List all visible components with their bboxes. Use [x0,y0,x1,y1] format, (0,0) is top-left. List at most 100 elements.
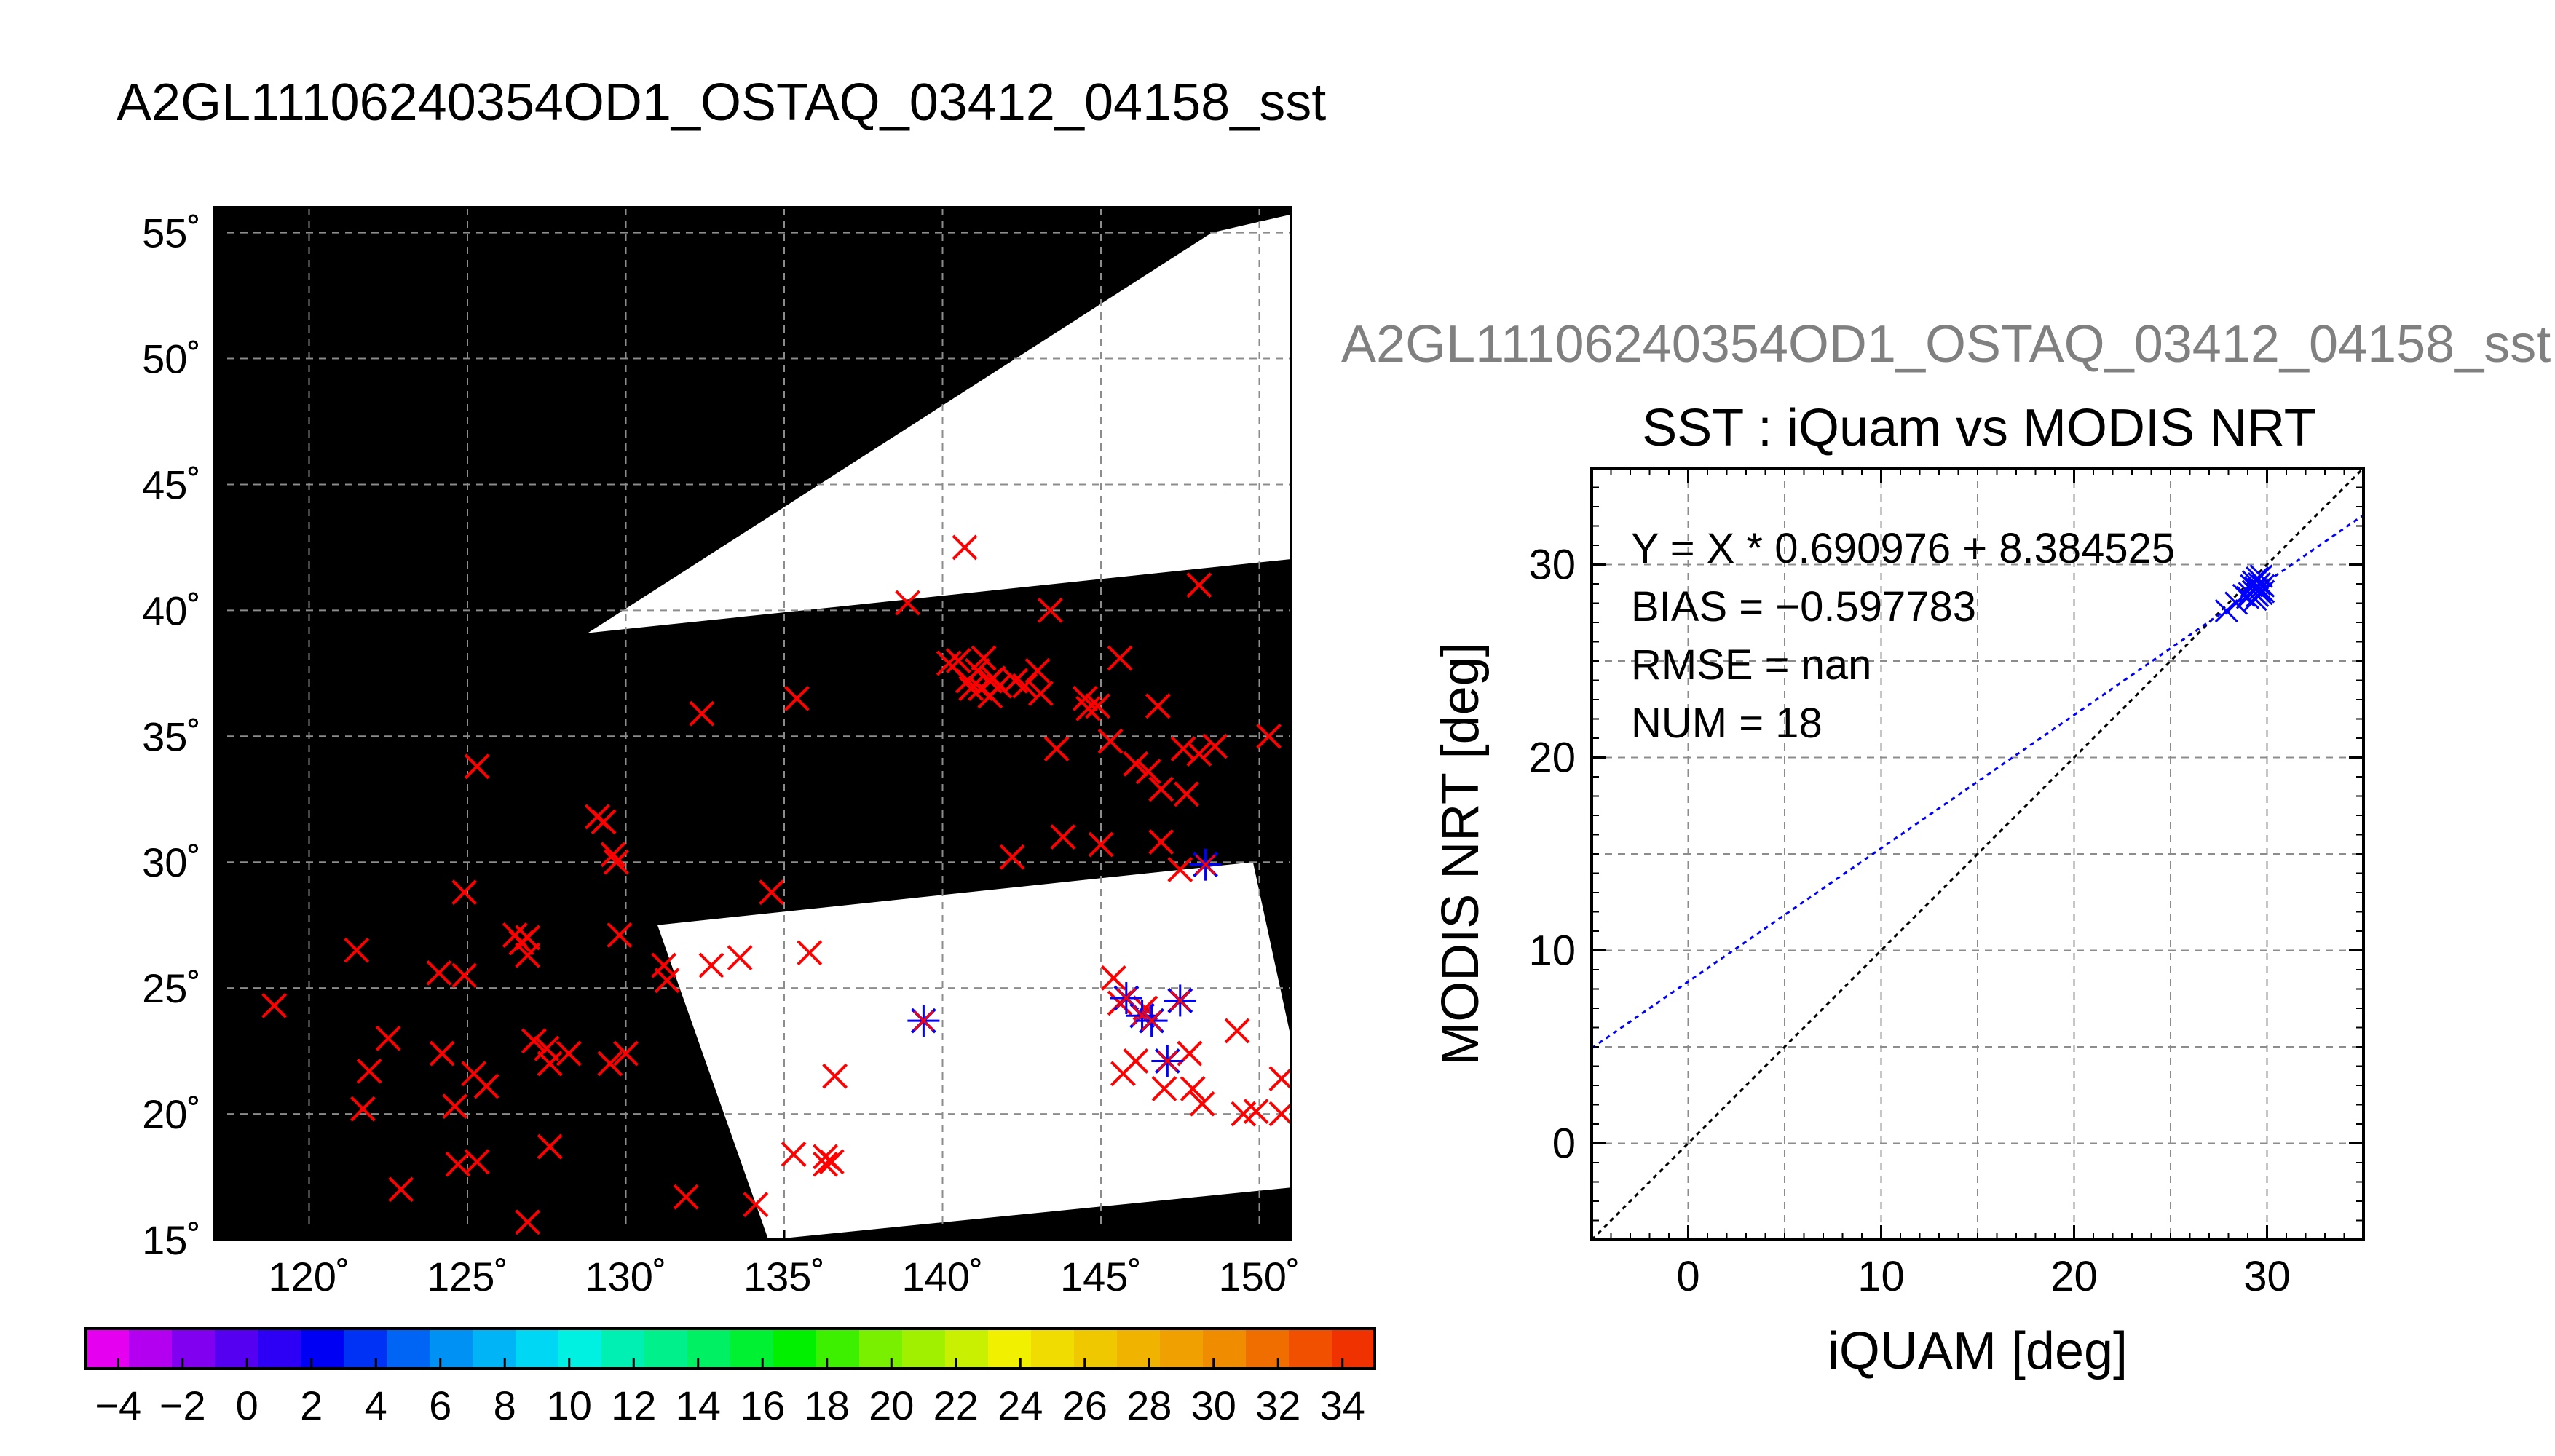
iquam-point-stroke-b [1170,736,1196,761]
colorbar-swatch [902,1329,946,1369]
iquam-point-stroke-b [1189,1091,1215,1117]
matchup-point [1189,848,1222,881]
colorbar-swatch [301,1329,344,1369]
lat-tick-label: 30˚ [142,839,201,885]
colorbar-swatch [258,1329,301,1369]
lat-tick-label: 25˚ [142,965,201,1011]
iquam-point-stroke-b [936,650,962,676]
iquam-point [797,940,823,966]
scatter-y-tick-label: 20 [1528,735,1576,782]
iquam-point [604,849,629,875]
iquam-point-stroke-b [515,1209,541,1235]
colorbar-swatch [945,1329,989,1369]
iquam-point [689,700,715,727]
iquam-point [1135,759,1161,785]
scatter-points [2214,564,2275,623]
iquam-point-stroke-b [743,1192,769,1217]
colorbar-swatch [1246,1329,1290,1369]
colorbar-swatch [816,1329,860,1369]
colorbar-swatch [516,1329,559,1369]
map-border [213,206,1292,1241]
scatter-x-tick-label: 20 [2050,1253,2098,1300]
iquam-point-stroke-b [797,940,823,966]
colorbar-tick-label: −4 [95,1382,141,1428]
stats-rmse: RMSE = nan [1631,641,1871,689]
iquam-point-stroke-b [426,960,452,986]
iquam-point [1256,723,1282,749]
lon-tick-label: 150˚ [1218,1254,1300,1299]
scatter-y-tick-label: 0 [1552,1120,1576,1168]
iquam-point-stroke-b [1024,657,1051,684]
lat-tick-label: 55˚ [142,210,201,256]
colorbar-tick-label: 0 [236,1382,258,1428]
map-marks-clipped [261,534,1291,1235]
iquam-point [1075,695,1102,721]
colorbar-tick-label: −2 [159,1382,206,1428]
colorbar-tick-label: 24 [998,1382,1043,1428]
iquam-point [1224,1018,1250,1044]
colorbar-swatch [601,1329,645,1369]
colorbar-swatch [1160,1329,1204,1369]
map-panel: 15˚ 20˚ 25˚ 30˚ 35˚ 40˚ 45˚ 50˚ 55˚ 120˚ 125˚ 130˚… [142,206,1300,1299]
iquam-point [1085,693,1111,719]
iquam-point-stroke-b [1100,965,1126,991]
iquam-point-stroke-b [556,1040,582,1067]
lat-tick-label: 50˚ [142,336,201,382]
iquam-point-stroke-b [597,1051,623,1077]
iquam-point [464,1149,490,1175]
iquam-point-stroke-b [429,1040,455,1067]
iquam-point [698,952,724,978]
scatter-title: SST : iQuam vs MODIS NRT [1642,399,2316,457]
colorbar-swatch [344,1329,387,1369]
iquam-point-stroke-b [350,1096,376,1122]
iquam-point [1151,1076,1177,1101]
iquam-point-stroke-b [1256,723,1282,749]
iquam-point-stroke-b [689,700,715,727]
matchup-red-b [913,1010,934,1032]
swath-north [588,214,1291,633]
iquam-point-stroke-b [521,1028,547,1054]
colorbar-swatch [1289,1329,1332,1369]
iquam-point-stroke-b [1075,695,1102,721]
iquam-point [1189,1091,1215,1117]
colorbar-tick-label: 10 [547,1382,592,1428]
iquam-point [743,1192,769,1217]
iquam-point-stroke-b [1243,1099,1269,1125]
colorbar-swatch [859,1329,903,1369]
iquam-point [1043,736,1070,761]
iquam-point-stroke-b [1174,781,1199,807]
iquam-point [945,648,971,673]
iquam-point [958,676,984,701]
iquam-point [1024,657,1051,684]
iquam-point [654,968,680,994]
iquam-point-stroke-b [1123,751,1149,777]
iquam-point-stroke-b [999,844,1025,870]
iquam-point [1180,1076,1206,1101]
matchup-point [1151,1045,1184,1077]
colorbar-swatch [1031,1329,1075,1369]
iquam-point-stroke-b [1037,597,1063,623]
iquam-point-stroke-b [515,942,541,968]
iquam-point [515,925,541,951]
iquam-point-stroke-b [464,753,490,780]
iquam-point-stroke-b [698,952,724,978]
iquam-point [537,1051,563,1077]
colorbar-tick-label: 32 [1255,1382,1300,1428]
iquam-point [1123,1048,1149,1074]
iquam-point-stroke-b [600,842,626,868]
colorbar-tick-label: 20 [869,1382,914,1428]
scatter-point-stroke-b [2251,579,2275,604]
iquam-point-stroke-b [822,1063,848,1089]
scatter-subtitle: A2GL11106240354OD1_OSTAQ_03412_04158_sst [1341,315,2551,373]
iquam-point [727,945,753,971]
iquam-point [1097,728,1124,754]
iquam-point-stroke-b [1268,1067,1291,1092]
iquam-point-stroke-b [1003,668,1028,694]
iquam-point [344,937,370,963]
iquam-point-stroke-b [464,1149,490,1175]
iquam-point-stroke-b [958,676,984,701]
iquam-point-stroke-b [1107,645,1133,671]
matchup-red-b [1132,1005,1153,1026]
colorbar-tick-label: 22 [933,1382,979,1428]
